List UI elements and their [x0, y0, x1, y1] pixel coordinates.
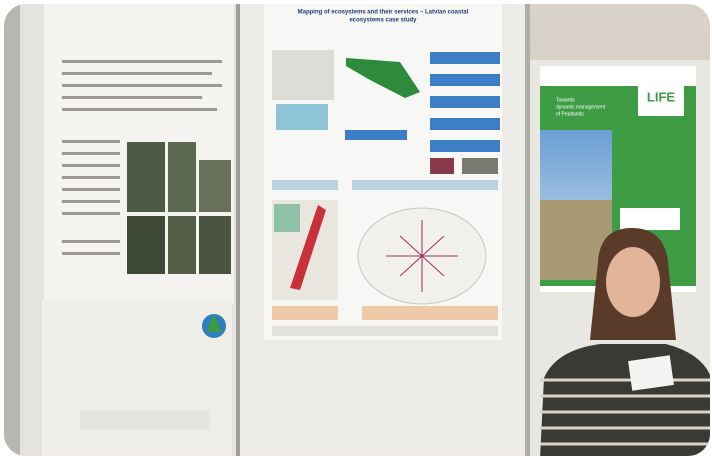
flow-box: [430, 140, 500, 152]
logo-row: [272, 326, 498, 336]
life-logo: LIFE: [647, 89, 675, 104]
banner-logos: [620, 208, 680, 230]
text-line: [62, 140, 120, 143]
text-line: [62, 188, 120, 191]
sweater-stripes: [540, 378, 710, 446]
board-divider: [525, 4, 530, 456]
aerial-photo: [168, 216, 196, 274]
poster-block: [272, 50, 334, 100]
section-bar: [272, 180, 338, 190]
aerial-photos: [127, 142, 231, 274]
face: [606, 247, 660, 317]
logo-strip: [80, 410, 210, 430]
banner-title: of Peatlands: [556, 111, 584, 117]
aerial-photo: [127, 216, 165, 274]
text-line: [62, 96, 202, 99]
name-badge: [628, 355, 674, 391]
text-line: [62, 240, 120, 243]
banner-title: dynamic management: [556, 104, 606, 110]
text-line: [62, 152, 120, 155]
aerial-photo: [199, 160, 231, 212]
banner-title: Towards: [556, 97, 575, 103]
text-line: [62, 176, 120, 179]
poster-title: ecosystems case study: [349, 18, 417, 24]
photo-thumb: [430, 158, 454, 174]
map-inset: [276, 104, 328, 130]
text-line: [62, 164, 120, 167]
radial-lines: [386, 220, 458, 292]
coast-inset: [274, 204, 300, 232]
text-line: [62, 212, 120, 215]
left-poster-text: [62, 60, 222, 255]
aerial-photo: [127, 142, 165, 212]
aerial-photo: [199, 216, 231, 274]
flow-boxes: [345, 52, 500, 152]
text-line: [62, 200, 120, 203]
life-logo-box: [638, 84, 684, 116]
footer-box: [362, 306, 498, 320]
flow-box: [345, 130, 407, 140]
coast-strip: [290, 205, 326, 290]
text-line: [62, 108, 217, 111]
flow-box: [430, 96, 500, 108]
sweater: [540, 344, 710, 456]
text-line: [62, 72, 212, 75]
photo-thumb: [462, 158, 498, 174]
logo-tree: [206, 314, 222, 332]
flow-box: [430, 52, 500, 64]
aerial-photo: [168, 142, 196, 212]
text-line: [62, 252, 120, 255]
person: [540, 228, 710, 456]
board-divider: [236, 4, 240, 456]
map-latvia: [346, 58, 420, 98]
footer-box: [272, 306, 338, 320]
text-line: [62, 84, 222, 87]
flow-box: [430, 118, 500, 130]
text-line: [62, 60, 222, 63]
poster-title: Mapping of ecosystems and their services…: [298, 10, 469, 16]
flow-box: [430, 74, 500, 86]
section-bar: [352, 180, 498, 190]
